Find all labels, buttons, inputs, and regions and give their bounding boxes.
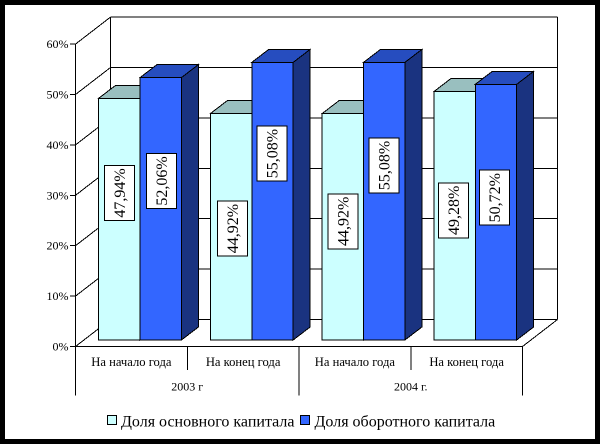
svg-text:40%: 40% <box>47 138 69 152</box>
svg-text:На начало года: На начало года <box>315 355 396 369</box>
svg-text:На начало года: На начало года <box>91 355 172 369</box>
svg-text:55,08%: 55,08% <box>376 141 393 190</box>
svg-text:60%: 60% <box>47 37 69 51</box>
svg-text:10%: 10% <box>47 289 69 303</box>
svg-text:55,08%: 55,08% <box>265 129 282 178</box>
svg-text:На конец года: На конец года <box>429 355 504 369</box>
svg-text:Доля основного капитала: Доля основного капитала <box>121 414 294 431</box>
svg-text:30%: 30% <box>47 188 69 202</box>
svg-text:2003 г: 2003 г <box>171 380 203 394</box>
svg-text:44,92%: 44,92% <box>225 204 242 253</box>
svg-text:Доля оборотного капитала: Доля оборотного капитала <box>315 414 496 431</box>
svg-text:44,92%: 44,92% <box>336 197 353 246</box>
svg-text:50%: 50% <box>47 88 69 102</box>
svg-text:2004 г.: 2004 г. <box>394 380 428 394</box>
svg-text:49,28%: 49,28% <box>446 186 463 235</box>
svg-text:52,06%: 52,06% <box>154 156 171 205</box>
svg-text:На конец года: На конец года <box>206 355 281 369</box>
svg-text:20%: 20% <box>47 239 69 253</box>
svg-text:47,94%: 47,94% <box>112 168 129 217</box>
svg-text:50,72%: 50,72% <box>487 173 504 222</box>
svg-text:0%: 0% <box>53 340 69 354</box>
